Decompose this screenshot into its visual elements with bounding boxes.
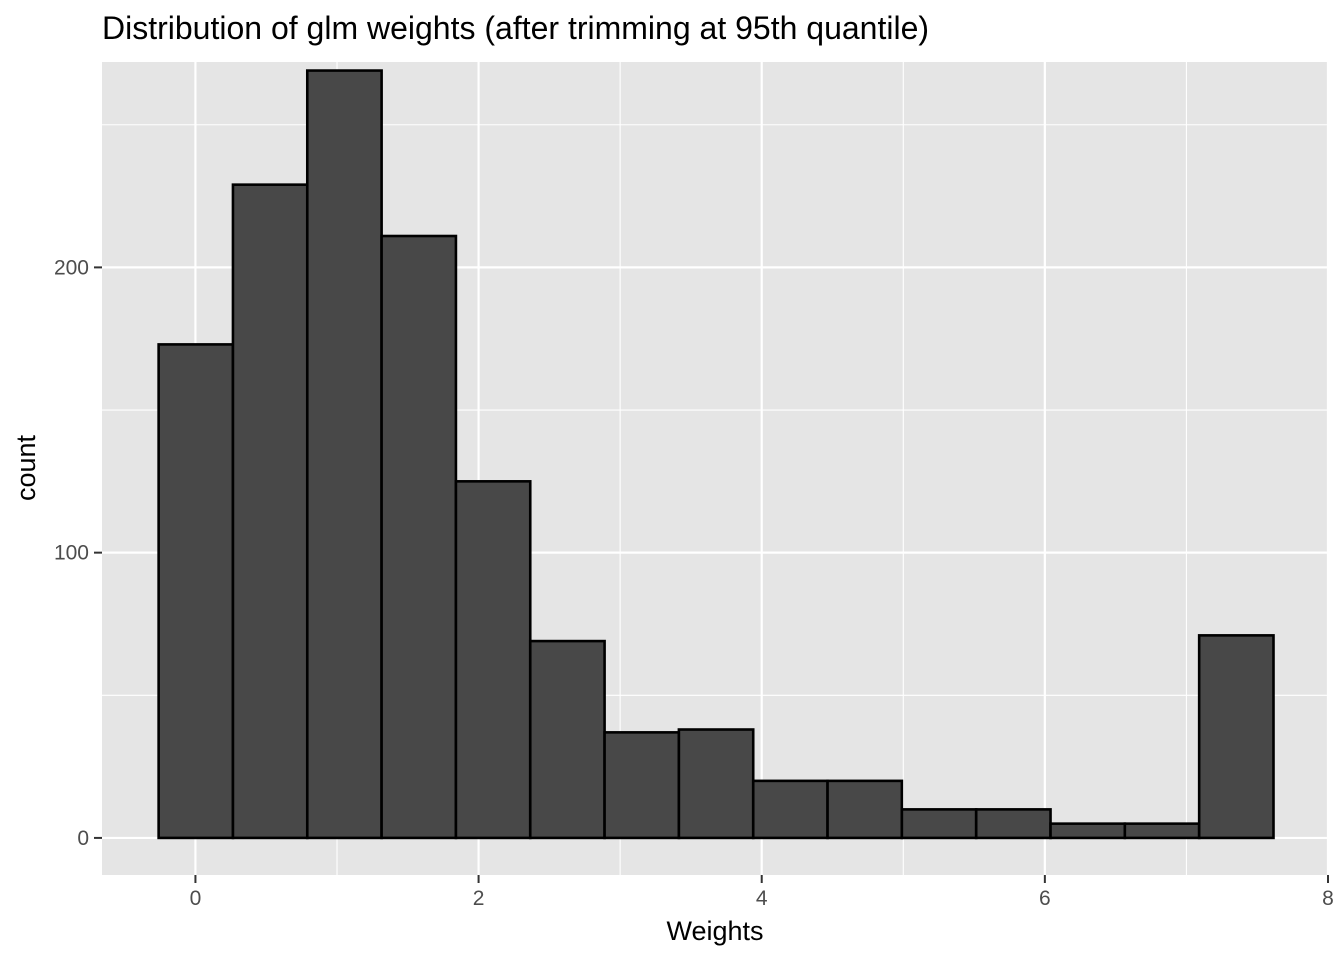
histogram-bar	[454, 480, 532, 840]
x-tick-label: 8	[1322, 887, 1334, 910]
histogram-bar	[1197, 634, 1275, 840]
x-tick-label: 6	[1039, 887, 1051, 910]
histogram-bar	[900, 808, 978, 840]
histogram-bar	[305, 69, 383, 840]
major-gridlines	[102, 62, 1330, 875]
x-tick-label: 0	[190, 887, 202, 910]
y-tick-label: 100	[54, 542, 89, 565]
y-tick-label: 0	[77, 827, 89, 850]
y-tick-label: 200	[54, 256, 89, 279]
chart-title: Distribution of glm weights (after trimm…	[102, 10, 929, 46]
x-axis: 0 2 4 6 8	[190, 875, 1334, 910]
histogram-bar	[603, 731, 681, 840]
histogram-bars	[157, 69, 1275, 840]
x-tick-label: 4	[756, 887, 768, 910]
x-axis-label: Weights	[666, 916, 763, 946]
histogram-bar	[826, 779, 904, 840]
histogram-bar	[677, 728, 755, 840]
x-tick-label: 2	[473, 887, 485, 910]
y-axis: 0 100 200	[54, 256, 102, 850]
histogram-bar	[380, 234, 458, 840]
y-axis-label: count	[11, 434, 41, 501]
histogram-bar	[1123, 822, 1201, 840]
histogram-bar	[974, 808, 1052, 840]
histogram-bar	[231, 183, 309, 840]
histogram-bar	[751, 779, 829, 840]
histogram-bar	[528, 639, 606, 840]
histogram-bar	[1049, 822, 1127, 840]
histogram-bar	[157, 343, 235, 840]
